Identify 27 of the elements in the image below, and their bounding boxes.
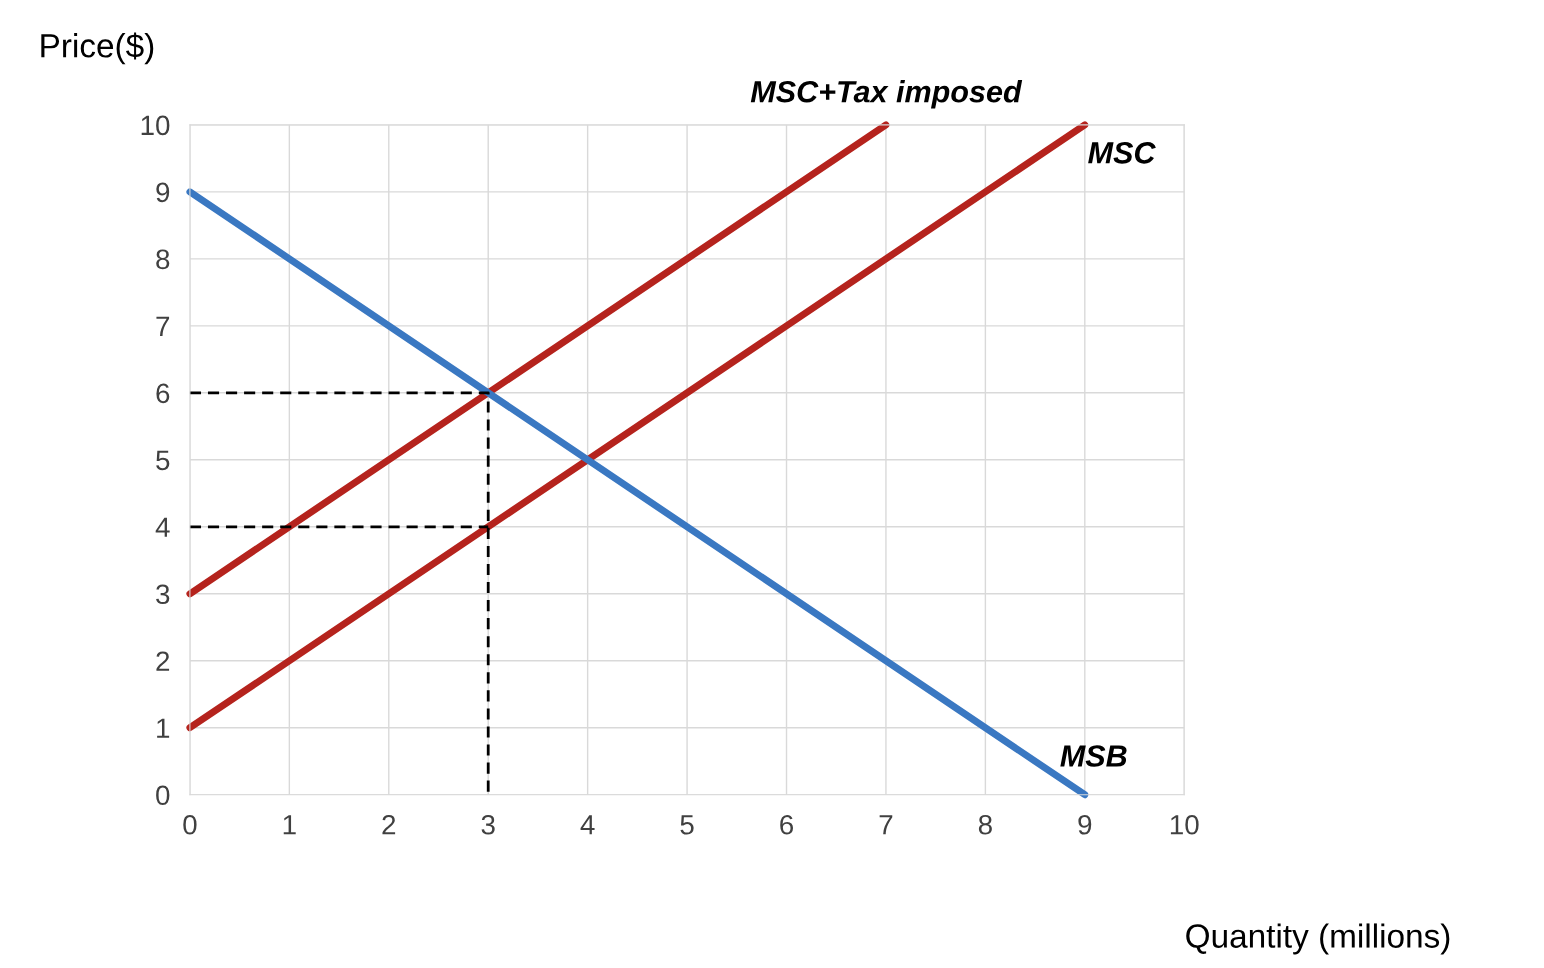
y-tick-label: 1 (157, 718, 170, 738)
x-tick-label: 4 (580, 815, 595, 835)
y-tick-label: 7 (156, 316, 170, 336)
y-axis-title: Price($) (41, 32, 154, 65)
y-tick-label: 4 (155, 517, 170, 537)
x-tick-label: 3 (481, 814, 495, 835)
x-tick-label: 5 (680, 815, 694, 835)
x-tick-label: 8 (978, 814, 992, 835)
y-tick-label: 2 (156, 651, 170, 671)
x-tick-label: 9 (1078, 814, 1092, 835)
x-tick-label: 1 (283, 815, 296, 835)
x-tick-label: 6 (780, 814, 794, 835)
x-axis-title: Quantity (millions) (1186, 923, 1450, 955)
y-tick-label: 9 (156, 182, 170, 203)
x-tick-label: 2 (382, 814, 396, 835)
x-tick-label: 0 (183, 814, 197, 835)
y-tick-label: 3 (156, 584, 170, 605)
y-tick-label: 0 (156, 785, 170, 806)
x-tick-label: 10 (1170, 814, 1199, 835)
series-label: MSC+Tax imposed (750, 80, 1023, 109)
y-tick-label: 8 (156, 249, 170, 270)
y-tick-label: 10 (141, 115, 170, 136)
x-tick-label: 7 (879, 815, 893, 835)
y-tick-label: 6 (156, 383, 170, 404)
series-label: MSB (1060, 745, 1127, 767)
y-tick-label: 5 (156, 450, 170, 471)
series-label: MSC (1088, 141, 1156, 164)
